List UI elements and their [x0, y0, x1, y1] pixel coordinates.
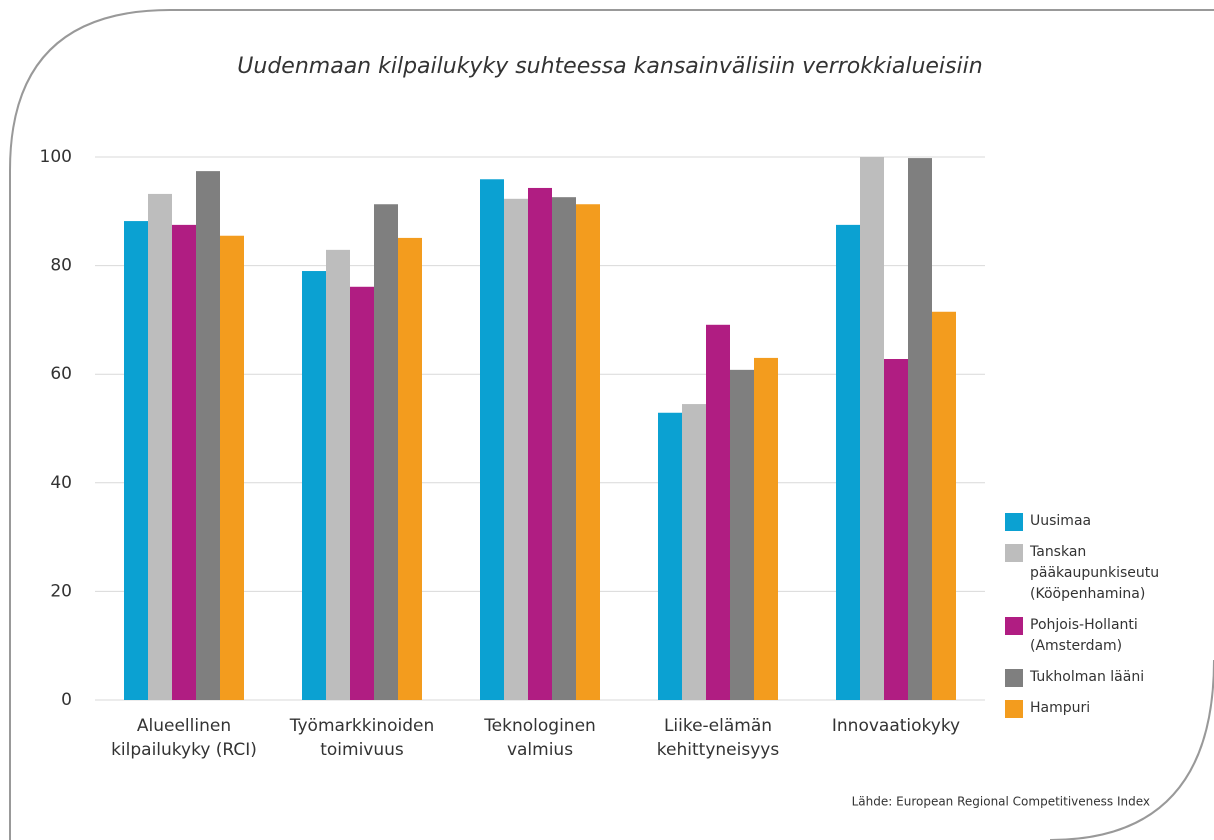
y-tick-label: 0	[61, 690, 72, 710]
bar	[220, 235, 244, 701]
legend-swatch	[1005, 669, 1023, 687]
bar	[860, 157, 884, 700]
bar	[836, 224, 860, 700]
bar	[730, 369, 754, 700]
legend-swatch	[1005, 617, 1023, 635]
y-tick-label: 100	[40, 147, 72, 167]
legend-label: Uusimaa	[1030, 513, 1092, 529]
bar	[326, 249, 350, 700]
bar	[754, 357, 778, 700]
legend-label: Tanskan pääkaupunkiseutu (Kööpenhamina)	[1030, 544, 1160, 602]
source: Lähde: European Regional Competitiveness…	[852, 795, 1150, 809]
bar	[350, 286, 374, 700]
legend-swatch	[1005, 513, 1023, 531]
bar	[884, 358, 908, 700]
legend-swatch	[1005, 544, 1023, 562]
y-tick-label: 60	[50, 364, 72, 384]
bar	[398, 237, 422, 701]
legend-label: Hampuri	[1030, 700, 1091, 716]
bar	[172, 224, 196, 700]
x-tick-label: Työmarkkinoiden toimivuus	[289, 716, 435, 760]
x-tick-label: Innovaatiokyky	[831, 716, 961, 736]
bar	[480, 179, 504, 700]
bar	[528, 187, 552, 701]
bar	[124, 221, 148, 700]
legend-label: Pohjois-Hollanti (Amsterdam)	[1030, 617, 1138, 654]
bar	[932, 311, 956, 700]
legend-swatch	[1005, 700, 1023, 718]
bar	[302, 271, 326, 700]
bar	[374, 204, 398, 700]
x-tick-label: Alueellinen kilpailukyky (RCI)	[111, 716, 257, 760]
bar	[706, 324, 730, 700]
x-tick-label: Liike-elämän kehittyneisyys	[656, 716, 780, 760]
x-tick-label: Teknologinen valmius	[484, 716, 596, 760]
bar	[682, 404, 706, 700]
frame	[9, 9, 1214, 840]
y-tick-label: 40	[50, 473, 72, 493]
bar	[658, 412, 682, 700]
y-tick-label: 20	[50, 581, 72, 601]
bar	[504, 198, 528, 700]
bar	[908, 158, 932, 700]
bar	[576, 204, 600, 700]
bar	[148, 193, 172, 700]
legend-label: Tukholman lääni	[1030, 669, 1145, 685]
chart-title: Uudenmaan kilpailukyky suhteessa kansain…	[237, 54, 982, 79]
bar	[196, 171, 220, 701]
y-tick-label: 80	[50, 256, 72, 276]
bar	[552, 197, 576, 700]
